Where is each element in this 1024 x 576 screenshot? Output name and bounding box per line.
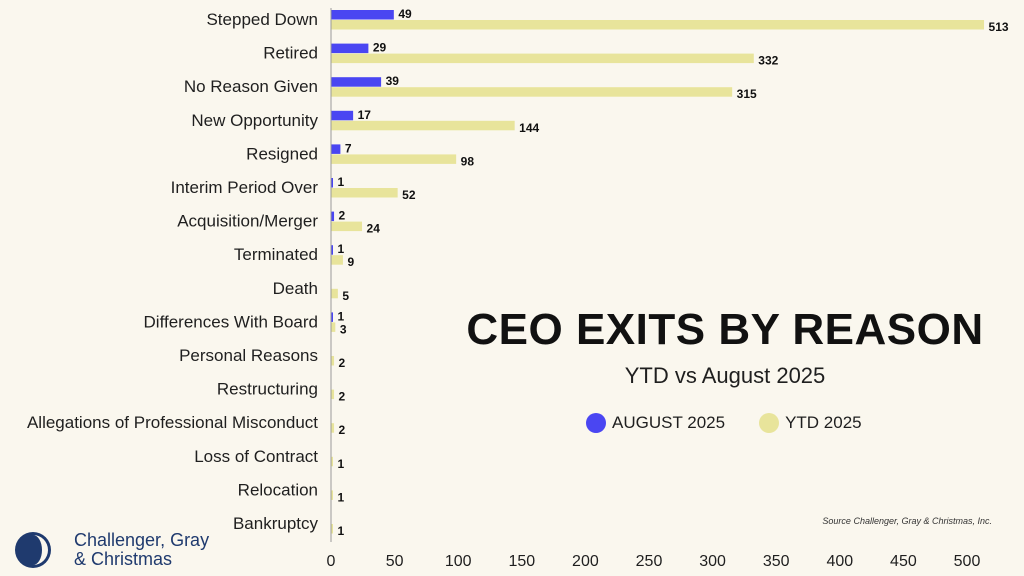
value-label-august-no-reason-given: 39 <box>386 74 400 88</box>
category-label-new-opportunity: New Opportunity <box>191 111 318 130</box>
category-label-no-reason-given: No Reason Given <box>184 77 318 96</box>
value-label-august-retired: 29 <box>373 41 387 55</box>
value-label-ytd-resigned: 98 <box>461 154 475 168</box>
bar-august-no-reason-given <box>331 77 382 87</box>
x-tick-label-50: 50 <box>386 553 404 570</box>
bar-august-retired <box>331 43 369 54</box>
x-tick-label-250: 250 <box>636 553 663 570</box>
category-label-acquisition-merger: Acquisition/Merger <box>177 212 318 231</box>
category-label-terminated: Terminated <box>234 245 318 264</box>
category-label-loss-of-contract: Loss of Contract <box>194 447 318 466</box>
value-label-ytd-death: 5 <box>342 289 349 303</box>
value-label-ytd-acquisition-merger: 24 <box>367 222 381 236</box>
value-label-ytd-retired: 332 <box>758 54 778 68</box>
legend-swatch-ytd <box>759 413 780 433</box>
chart-subtitle: YTD vs August 2025 <box>624 363 826 388</box>
value-label-august-terminated: 1 <box>338 242 345 256</box>
legend-item-august: AUGUST 2025 <box>586 413 725 433</box>
bar-ytd-new-opportunity <box>331 120 515 131</box>
category-label-resigned: Resigned <box>246 144 318 163</box>
x-tick-label-400: 400 <box>826 553 853 570</box>
value-label-ytd-no-reason-given: 315 <box>737 87 757 101</box>
value-label-ytd-new-opportunity: 144 <box>519 121 539 135</box>
value-label-august-differences-with-board: 1 <box>338 309 345 323</box>
category-label-death: Death <box>273 279 318 298</box>
value-label-ytd-restructuring: 2 <box>339 390 346 404</box>
value-label-august-resigned: 7 <box>345 141 352 155</box>
legend-swatch-august <box>586 413 606 433</box>
legend-item-ytd: YTD 2025 <box>759 413 862 433</box>
bar-ytd-acquisition-merger <box>331 221 363 232</box>
bar-ytd-differences-with-board <box>331 322 336 332</box>
value-label-august-stepped-down: 49 <box>398 7 412 21</box>
category-label-bankruptcy: Bankruptcy <box>233 514 319 533</box>
value-label-ytd-personal-reasons: 2 <box>339 356 346 370</box>
x-tick-label-0: 0 <box>327 553 336 570</box>
bar-august-resigned <box>331 144 341 154</box>
challenger-logo-icon <box>15 532 51 568</box>
bar-ytd-no-reason-given <box>331 87 733 97</box>
bar-ytd-stepped-down <box>331 20 985 30</box>
bar-august-acquisition-merger <box>331 211 335 222</box>
legend-label-august: AUGUST 2025 <box>612 413 726 432</box>
x-tick-label-300: 300 <box>699 553 726 570</box>
category-label-interim-period-over: Interim Period Over <box>171 178 319 197</box>
logo-line-2: & Christmas <box>74 549 173 569</box>
bar-ytd-restructuring <box>331 389 335 400</box>
value-label-ytd-loss-of-contract: 1 <box>338 457 345 471</box>
value-label-ytd-interim-period-over: 52 <box>402 188 416 202</box>
x-tick-label-150: 150 <box>508 553 535 570</box>
legend: AUGUST 2025 YTD 2025 <box>586 410 896 436</box>
value-label-ytd-terminated: 9 <box>347 255 354 269</box>
bar-ytd-resigned <box>331 154 457 164</box>
bar-august-terminated <box>331 245 333 255</box>
chart-title: CEO EXITS BY REASON <box>466 305 984 354</box>
value-label-august-new-opportunity: 17 <box>358 108 372 122</box>
bar-ytd-bankruptcy <box>331 524 333 534</box>
bar-august-new-opportunity <box>331 110 354 121</box>
value-label-august-acquisition-merger: 2 <box>339 209 346 223</box>
legend-label-ytd: YTD 2025 <box>785 413 862 432</box>
bar-ytd-interim-period-over <box>331 188 398 198</box>
bar-august-differences-with-board <box>331 312 333 322</box>
category-label-allegations-of-professional-misconduct: Allegations of Professional Misconduct <box>27 413 318 432</box>
category-label-relocation: Relocation <box>238 480 318 499</box>
value-label-ytd-bankruptcy: 1 <box>338 524 345 538</box>
company-logo: Challenger, Gray & Christmas <box>14 531 209 569</box>
category-label-personal-reasons: Personal Reasons <box>179 346 318 365</box>
logo-line-1: Challenger, Gray <box>74 530 210 550</box>
x-tick-label-200: 200 <box>572 553 599 570</box>
x-tick-label-350: 350 <box>763 553 790 570</box>
x-tick-label-450: 450 <box>890 553 917 570</box>
bar-ytd-relocation <box>331 490 333 500</box>
bar-ytd-personal-reasons <box>331 356 335 366</box>
value-label-ytd-allegations-of-professional-misconduct: 2 <box>339 423 346 437</box>
category-label-stepped-down: Stepped Down <box>206 10 318 29</box>
value-label-august-interim-period-over: 1 <box>338 175 345 189</box>
value-label-ytd-relocation: 1 <box>338 490 345 504</box>
bar-august-interim-period-over <box>331 178 333 188</box>
bar-ytd-terminated <box>331 255 343 265</box>
value-label-ytd-stepped-down: 513 <box>989 20 1009 34</box>
bar-ytd-loss-of-contract <box>331 456 333 467</box>
bar-ytd-allegations-of-professional-misconduct <box>331 423 335 433</box>
category-label-differences-with-board: Differences With Board <box>144 312 318 331</box>
bar-august-stepped-down <box>331 10 394 20</box>
bar-ytd-retired <box>331 53 754 64</box>
value-label-ytd-differences-with-board: 3 <box>340 322 347 336</box>
x-tick-label-500: 500 <box>954 553 981 570</box>
category-label-restructuring: Restructuring <box>217 380 318 399</box>
x-tick-label-100: 100 <box>445 553 472 570</box>
bar-ytd-death <box>331 288 338 299</box>
category-label-retired: Retired <box>263 44 318 63</box>
source-note: Source Challenger, Gray & Christmas, Inc… <box>822 516 992 526</box>
